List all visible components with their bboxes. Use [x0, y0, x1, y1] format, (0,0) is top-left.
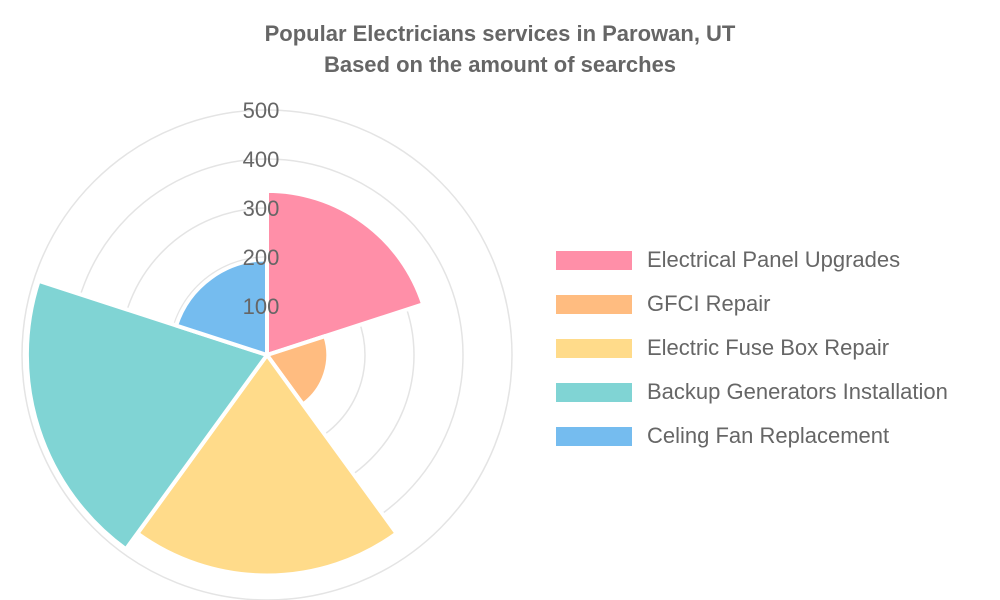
legend-swatch: [556, 295, 632, 314]
r-tick-label-400: 400: [243, 147, 280, 172]
legend-label: Celing Fan Replacement: [647, 423, 890, 448]
legend-swatch: [556, 339, 632, 358]
segments-layer: [24, 188, 426, 578]
legend-item[interactable]: Celing Fan Replacement: [556, 421, 996, 451]
r-tick-label-300: 300: [243, 196, 280, 221]
ticks-layer: 100 200 300 400 500: [243, 98, 280, 319]
legend-item[interactable]: Electrical Panel Upgrades: [556, 245, 996, 275]
r-tick-label-500: 500: [243, 98, 280, 123]
segment-electrical-panel-upgrades[interactable]: [265, 188, 426, 357]
segment-backup-generators-installation[interactable]: [24, 278, 269, 552]
legend-item[interactable]: GFCI Repair: [556, 289, 996, 319]
r-tick-label-100: 100: [243, 294, 280, 319]
legend-label: Electric Fuse Box Repair: [647, 335, 890, 360]
legend-label: Electrical Panel Upgrades: [647, 247, 901, 272]
segment-electric-fuse-box-repair[interactable]: [135, 353, 399, 578]
legend-swatch: [556, 427, 632, 446]
chart-title: Popular Electricians services in Parowan…: [0, 18, 1000, 80]
chart-title-line-2: Based on the amount of searches: [323, 52, 677, 77]
legend-swatch: [556, 383, 632, 402]
legend-label: GFCI Repair: [647, 291, 771, 316]
r-tick-label-200: 200: [243, 245, 280, 270]
grid-circle-500: [21, 109, 513, 600]
segment-celing-fan-replacement[interactable]: [174, 257, 269, 357]
legend-swatch: [556, 251, 632, 270]
legend-label: Backup Generators Installation: [647, 379, 948, 404]
chart-title-line-1: Popular Electricians services in Parowan…: [264, 21, 736, 46]
segment-gfci-repair[interactable]: [265, 334, 331, 407]
legend-item[interactable]: Backup Generators Installation: [556, 377, 996, 407]
legend-item[interactable]: Electric Fuse Box Repair: [556, 333, 996, 363]
